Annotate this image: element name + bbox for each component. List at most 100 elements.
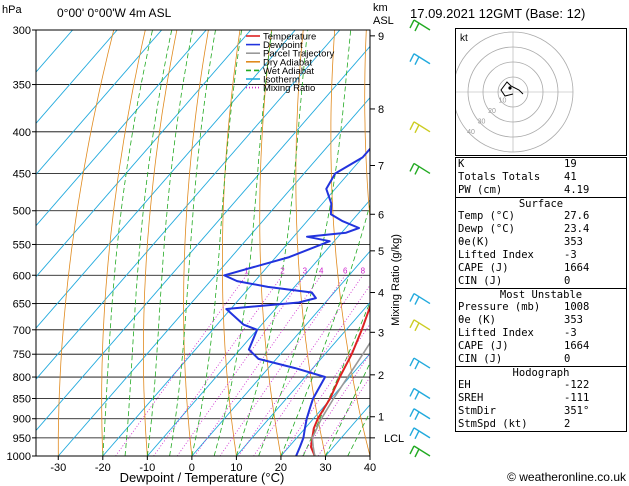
hodograph-stat-row: SREH -111 bbox=[456, 392, 626, 405]
hodograph-ring-label: 20 bbox=[488, 108, 496, 115]
hodograph-ring-label: 30 bbox=[478, 119, 486, 126]
hodograph-stat-value: 2 bbox=[564, 418, 571, 430]
index-value: 4.19 bbox=[564, 184, 590, 196]
hodograph-ring-label: 10 bbox=[499, 98, 507, 105]
altitude-tick-label: 2 bbox=[378, 370, 384, 382]
pressure-tick-label: 450 bbox=[13, 168, 31, 180]
stats-table: K 19 Totals Totals 41 PW (cm) 4.19 Surface Te… bbox=[455, 157, 627, 432]
hodograph-stat-row: StmDir 351° bbox=[456, 405, 626, 418]
pressure-tick-label: 850 bbox=[13, 393, 31, 405]
wet-adiabat-line bbox=[280, 202, 370, 456]
dry-adiabat-line bbox=[259, 30, 282, 456]
wet-adiabat-line bbox=[236, 30, 308, 456]
most-unstable-title: Most Unstable bbox=[499, 289, 583, 301]
dry-adiabat-line bbox=[142, 30, 178, 456]
legend-entry: Dewpoint bbox=[263, 40, 303, 51]
temperature-tick-label: 20 bbox=[275, 462, 287, 474]
location-title: 0°00' 0°00'W 4m ASL bbox=[57, 6, 172, 20]
indices-section: K 19 Totals Totals 41 PW (cm) 4.19 bbox=[456, 158, 626, 198]
surface-section: Surface Temp (°C) 27.6 Dewp (°C) 23.4 θe(K) 3… bbox=[456, 198, 626, 289]
surface-label: CIN (J) bbox=[458, 275, 503, 287]
pressure-tick-label: 350 bbox=[13, 80, 31, 92]
surface-value: 353 bbox=[564, 236, 583, 248]
isotherm-line bbox=[36, 30, 341, 380]
surface-row: Lifted Index -3 bbox=[456, 249, 626, 262]
hodograph-stat-label: StmSpd (kt) bbox=[458, 418, 528, 430]
footer-copyright: © weatheronline.co.uk bbox=[507, 470, 627, 484]
temperature-tick-label: 10 bbox=[230, 462, 242, 474]
surface-value: -3 bbox=[564, 249, 577, 261]
hodograph-stat-row: EH -122 bbox=[456, 379, 626, 392]
wind-barb bbox=[409, 445, 431, 458]
most-unstable-label: CIN (J) bbox=[458, 353, 503, 365]
pressure-tick-label: 1000 bbox=[7, 451, 31, 463]
legend-entry: Dry Adiabat bbox=[263, 57, 312, 68]
dry-adiabat-line bbox=[183, 30, 209, 456]
most-unstable-label: Lifted Index bbox=[458, 327, 534, 339]
temperature-tick-label: -10 bbox=[139, 462, 155, 474]
altitude-tick-label: 8 bbox=[378, 104, 384, 116]
isotherm-line bbox=[57, 97, 370, 456]
most-unstable-value: 0 bbox=[564, 353, 571, 365]
most-unstable-value: 353 bbox=[564, 314, 583, 326]
surface-label: θe(K) bbox=[458, 236, 490, 248]
most-unstable-label: Pressure (mb) bbox=[458, 301, 541, 313]
mixing-ratio-label: 1 bbox=[244, 266, 249, 275]
datetime-title: 17.09.2021 12GMT (Base: 12) bbox=[410, 6, 586, 21]
altitude-tick-label: 3 bbox=[378, 327, 384, 339]
wind-barb bbox=[409, 387, 431, 400]
index-row: Totals Totals 41 bbox=[456, 171, 626, 184]
index-row: PW (cm) 4.19 bbox=[456, 184, 626, 197]
mixing-ratio-axis-title: Mixing Ratio (g/kg) bbox=[390, 234, 402, 326]
index-value: 41 bbox=[564, 171, 577, 183]
most-unstable-value: -3 bbox=[564, 327, 577, 339]
hodograph-stat-value: -111 bbox=[564, 392, 590, 404]
wet-adiabat-line bbox=[191, 30, 242, 456]
mixing-ratio-label: 6 bbox=[343, 266, 348, 275]
surface-label: Dewp (°C) bbox=[458, 223, 515, 235]
asl-unit-label: ASL bbox=[373, 15, 394, 27]
wet-adiabat-line bbox=[102, 30, 153, 456]
most-unstable-value: 1664 bbox=[564, 340, 590, 352]
most-unstable-value: 1008 bbox=[564, 301, 590, 313]
hodograph-ring-label: 40 bbox=[467, 129, 475, 136]
wet-adiabat-line bbox=[258, 30, 352, 456]
isotherm-line bbox=[236, 301, 370, 456]
wind-barb bbox=[409, 53, 431, 66]
isotherm-line bbox=[102, 148, 370, 456]
hodograph-stats-title: Hodograph bbox=[512, 367, 570, 379]
pressure-tick-label: 650 bbox=[13, 299, 31, 311]
lcl-label: LCL bbox=[384, 433, 404, 445]
pressure-tick-label: 750 bbox=[13, 349, 31, 361]
most-unstable-row: Pressure (mb) 1008 bbox=[456, 301, 626, 314]
mixing-ratio-line bbox=[176, 275, 306, 456]
mixing-ratio-line bbox=[115, 275, 247, 456]
pressure-tick-label: 400 bbox=[13, 127, 31, 139]
surface-row: θe(K) 353 bbox=[456, 236, 626, 249]
mixing-ratio-label: 4 bbox=[319, 266, 324, 275]
surface-value: 27.6 bbox=[564, 210, 590, 222]
surface-value: 23.4 bbox=[564, 223, 590, 235]
mixing-ratio-label: 2 bbox=[280, 266, 285, 275]
mixing-ratio-label: 8 bbox=[361, 266, 366, 275]
most-unstable-row: Lifted Index -3 bbox=[456, 327, 626, 340]
wet-adiabat-line bbox=[325, 362, 370, 456]
dry-adiabat-line bbox=[398, 30, 460, 456]
dry-adiabat-line bbox=[330, 30, 370, 456]
wind-barb bbox=[409, 408, 431, 421]
most-unstable-label: θe (K) bbox=[458, 314, 496, 326]
surface-row: CAPE (J) 1664 bbox=[456, 262, 626, 275]
most-unstable-label: CAPE (J) bbox=[458, 340, 509, 352]
km-unit-label: km bbox=[373, 2, 388, 14]
wind-barb bbox=[409, 427, 431, 440]
index-label: Totals Totals bbox=[458, 171, 541, 183]
mixing-ratio-line bbox=[219, 275, 346, 456]
hodograph-stat-label: EH bbox=[458, 379, 471, 391]
wet-adiabat-line bbox=[146, 30, 193, 456]
temperature-tick-label: -20 bbox=[95, 462, 111, 474]
altitude-tick-label: 4 bbox=[378, 288, 384, 300]
index-label: PW (cm) bbox=[458, 184, 503, 196]
pressure-tick-label: 950 bbox=[13, 433, 31, 445]
temperature-tick-label: 40 bbox=[364, 462, 376, 474]
